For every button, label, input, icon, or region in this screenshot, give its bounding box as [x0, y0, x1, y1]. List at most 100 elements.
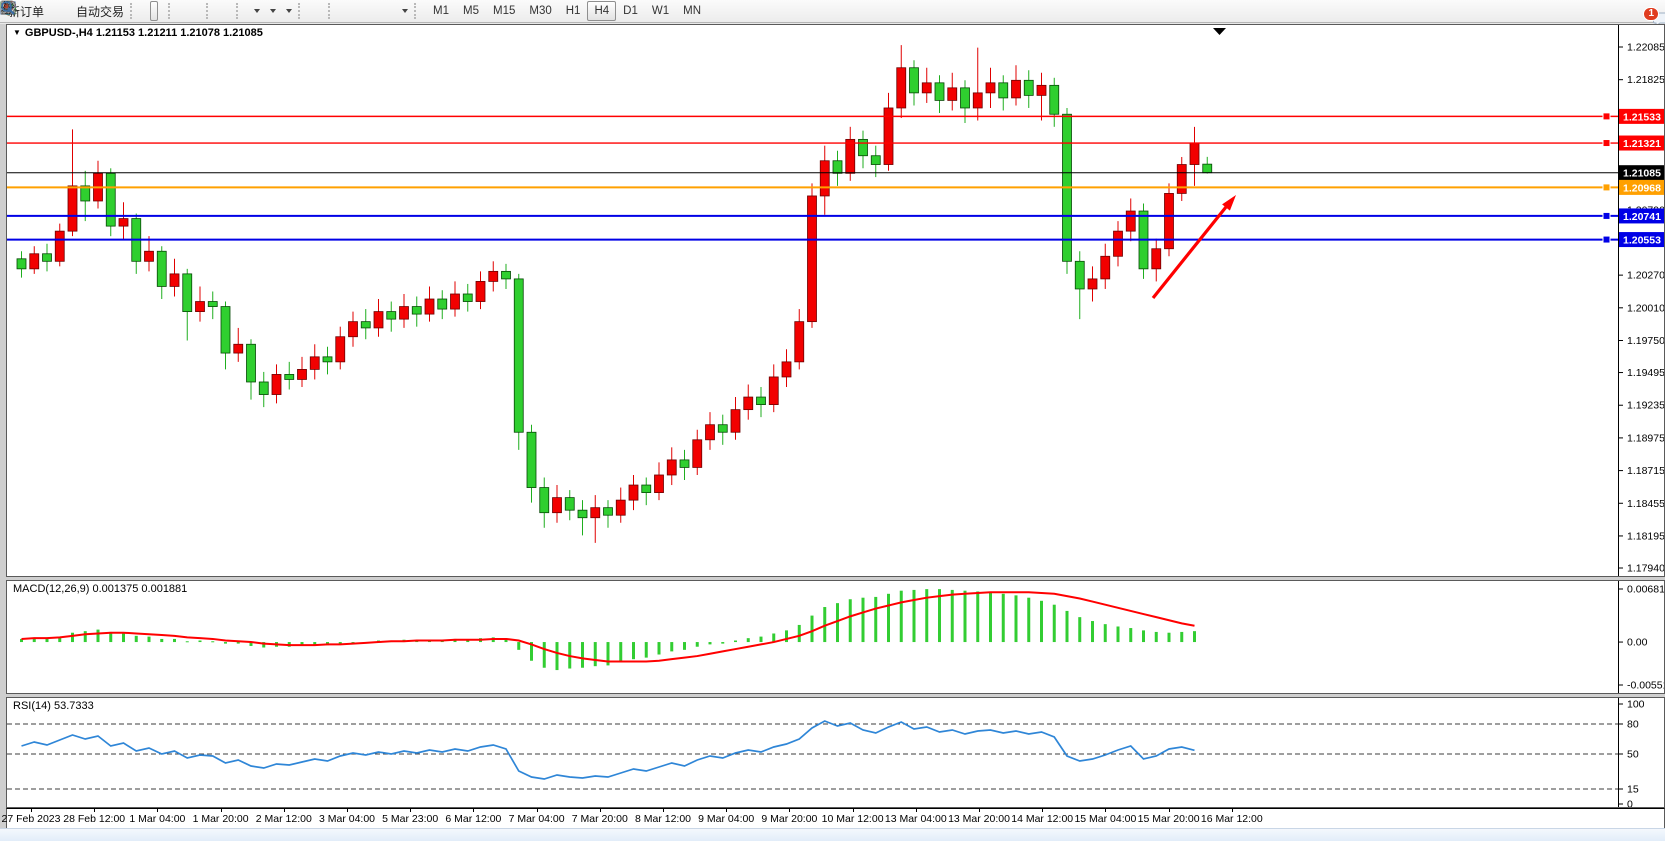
macd-bar [1142, 630, 1145, 643]
text-button[interactable]: A [3, 1, 388, 21]
line-handle[interactable] [1602, 112, 1611, 121]
price-level-badge-text: 1.21321 [1623, 138, 1661, 150]
zoom-in-button[interactable] [1, 1, 188, 21]
macd-bar [1129, 628, 1133, 643]
trend-arrow-annotation[interactable] [1151, 195, 1236, 300]
bar-chart-button[interactable] [1, 1, 150, 21]
cursor-button[interactable] [4, 1, 318, 21]
timeframe-mn[interactable]: MN [676, 1, 708, 21]
candlestick-chart-button[interactable] [2, 1, 159, 21]
timeframe-h1[interactable]: H1 [559, 1, 588, 21]
macd-bar [810, 615, 814, 643]
timeframe-m15[interactable]: M15 [486, 1, 522, 21]
channel-button[interactable]: E [0, 1, 372, 21]
crosshair-button[interactable] [1, 1, 326, 21]
timeframe-m5[interactable]: M5 [456, 1, 486, 21]
candle-body [896, 67, 907, 109]
candle-body [832, 160, 843, 174]
candle-body [705, 424, 715, 441]
candle-body [1049, 84, 1060, 115]
axis-tick-label: 0 [1627, 799, 1633, 808]
line-handle[interactable] [1602, 235, 1611, 244]
arrows-tool-button[interactable] [2, 1, 412, 21]
timeframe-h4[interactable]: H4 [587, 1, 617, 21]
macd-bar [593, 642, 597, 667]
candle-body [756, 396, 766, 405]
macd-bar [1167, 632, 1171, 643]
candle-body [1074, 260, 1085, 290]
time-tick [157, 809, 159, 812]
zoom-out-button[interactable] [1, 1, 196, 21]
time-tick [536, 809, 538, 812]
candle-body [1151, 248, 1162, 270]
macd-bar [122, 633, 125, 643]
main-chart-panel[interactable]: 1.220851.218251.215651.213051.210451.207… [6, 24, 1665, 577]
axis-tick-label: -0.005518 [1627, 680, 1664, 692]
horizontal-line-button[interactable] [1, 1, 356, 21]
rsi-line [21, 720, 1195, 780]
line-handle[interactable] [1602, 139, 1611, 148]
auto-trading-label: 自动交易 [76, 4, 125, 19]
candle-body [450, 293, 460, 310]
macd-bar [721, 642, 725, 644]
timeframe-m1[interactable]: M1 [426, 1, 456, 21]
candle-body [730, 409, 741, 433]
vertical-line-button[interactable] [6, 1, 348, 21]
fibonacci-button[interactable]: F [2, 1, 380, 21]
line-handle[interactable] [1602, 183, 1611, 192]
time-tick [915, 809, 917, 812]
macd-panel[interactable]: 0.006817 0.00 -0.005518 MACD(12,26,9) 0.00… [6, 580, 1665, 694]
candle-body [743, 396, 754, 411]
macd-bar [83, 631, 87, 643]
timeframe-d1[interactable]: D1 [616, 1, 645, 21]
chart-shift-marker[interactable] [1213, 28, 1226, 35]
signals-button[interactable] [1, 1, 72, 21]
macd-histogram [20, 589, 1196, 671]
metaeditor-button[interactable] [1, 1, 64, 21]
time-tick [31, 809, 32, 812]
auto-trading-button[interactable]: 自动交易 [2, 1, 128, 21]
chart-shift-button[interactable] [1, 1, 234, 21]
chart-profile-button[interactable] [1, 1, 226, 21]
indicators-button[interactable] [1, 1, 264, 21]
rsi-panel[interactable]: 100 80 50 15 0 RSI(14) 53.7333 [6, 697, 1665, 808]
axis-tick-label: 0.00 [1627, 637, 1648, 649]
chevron-down-icon [270, 9, 277, 13]
candle-body [921, 82, 932, 94]
chart-title-text: GBPUSD-,H4 1.21153 1.21211 1.21078 1.210… [24, 27, 263, 39]
axis-tick-label: 1.19495 [1627, 367, 1664, 379]
candle-body [182, 273, 193, 312]
timeframe-m30[interactable]: M30 [522, 1, 558, 21]
label-button[interactable]: T [1, 1, 396, 21]
macd-bar [185, 641, 189, 643]
macd-bar [1014, 595, 1018, 643]
chart-window: 1.220851.218251.215651.213051.210451.207… [0, 24, 1665, 841]
time-tick [1042, 809, 1044, 812]
search-icon [1, 1, 15, 15]
time-label: 13 Mar 20:00 [948, 813, 1010, 825]
macd-bar [861, 597, 865, 643]
trendline-button[interactable] [1, 1, 364, 21]
periods-button[interactable] [1, 1, 280, 21]
candle-body [1189, 142, 1200, 165]
toolbar-grip [130, 3, 138, 19]
templates-button[interactable] [1, 1, 296, 21]
line-handle[interactable] [1602, 211, 1611, 220]
toolbar-grip [206, 3, 214, 19]
candle-body [360, 321, 371, 329]
chart-dropdown-icon[interactable]: ▼ [13, 28, 21, 37]
candle-body [870, 155, 881, 165]
candle-body [590, 507, 601, 519]
candle-body [284, 374, 295, 380]
candle-body [207, 301, 218, 307]
search-button[interactable] [1, 1, 1653, 21]
line-chart-button[interactable] [0, 1, 166, 21]
macd-bar [746, 638, 750, 643]
time-axis[interactable]: 27 Feb 2023 28 Feb 12:00 1 Mar 04:00 1 Mar … [2, 808, 1665, 828]
metaquotes-button[interactable] [0, 0, 56, 21]
time-label: 9 Mar 04:00 [698, 813, 755, 825]
timeframe-w1[interactable]: W1 [645, 1, 676, 21]
tile-windows-button[interactable] [0, 1, 204, 21]
candle-body [348, 321, 358, 338]
candle-body [118, 218, 129, 227]
